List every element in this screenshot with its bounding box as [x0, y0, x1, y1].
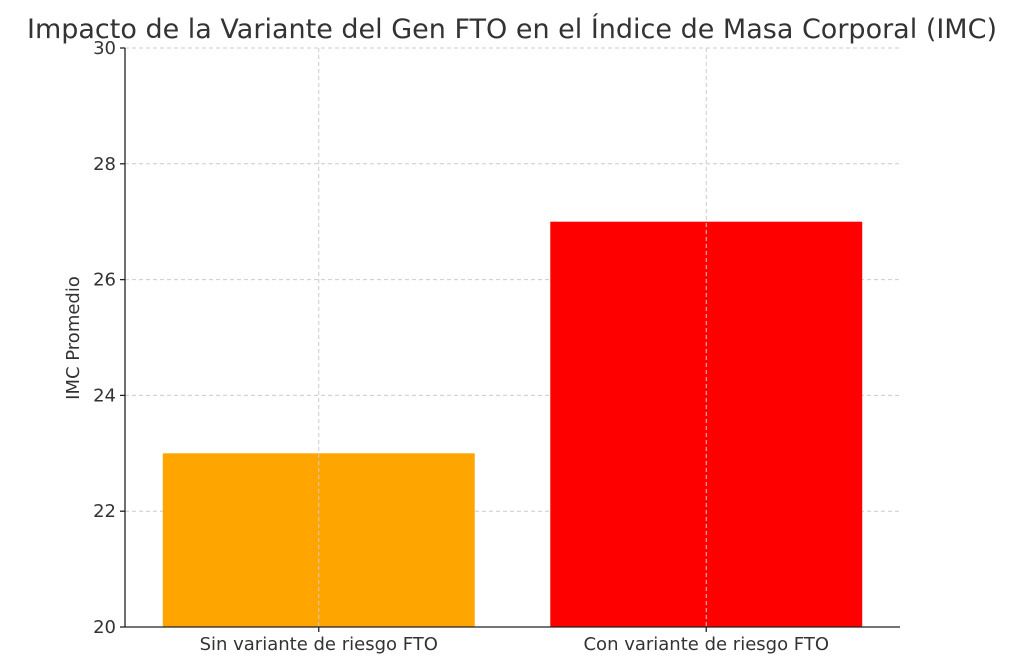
x-tick-label: Sin variante de riesgo FTO	[200, 634, 438, 655]
tick-labels: 20 22 24 26 28 30 Sin variante de riesgo FTO Co…	[93, 38, 829, 655]
y-tick-label: 20	[93, 617, 116, 638]
y-tick-label: 30	[93, 38, 116, 59]
bars	[162, 48, 863, 627]
y-tick-label: 24	[93, 385, 116, 406]
chart-title: Impacto de la Variante del Gen FTO en el…	[27, 13, 997, 45]
y-tick-label: 26	[93, 270, 116, 291]
axes	[120, 47, 900, 632]
y-tick-label: 22	[93, 501, 116, 522]
x-tick-label: Con variante de riesgo FTO	[583, 634, 829, 655]
y-tick-label: 28	[93, 154, 116, 175]
y-axis-label: IMC Promedio	[63, 276, 84, 400]
